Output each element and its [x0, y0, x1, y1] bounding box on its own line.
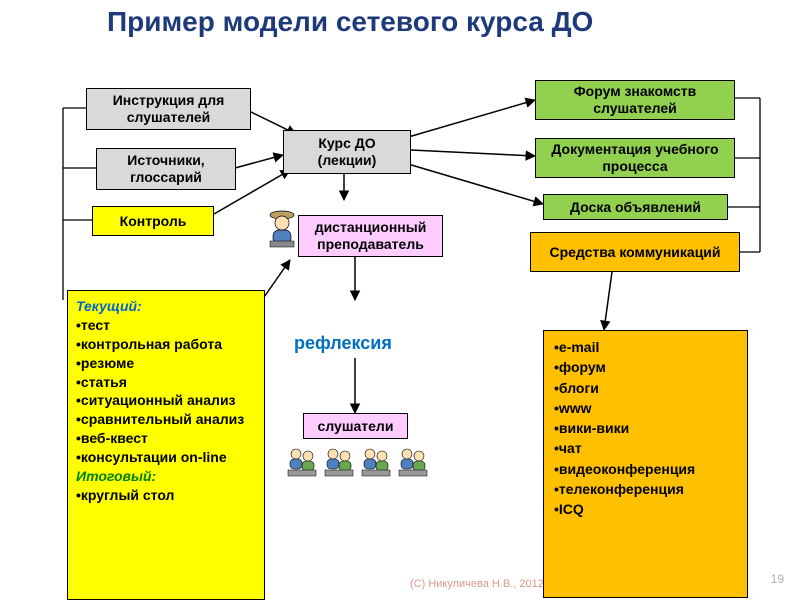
node-forum: Форум знакомств слушателей: [535, 80, 735, 120]
node-instruction: Инструкция для слушателей: [86, 88, 251, 130]
listener-icon: [359, 446, 393, 480]
listener-icon: [396, 446, 430, 480]
page-number: 19: [771, 572, 784, 586]
node-board: Доска объявлений: [543, 194, 728, 220]
reflection-label: рефлексия: [294, 333, 392, 354]
listener-icon: [285, 446, 319, 480]
node-course: Курс ДО (лекции): [283, 130, 411, 174]
node-docs: Документация учебного процесса: [535, 138, 735, 178]
node-teacher: дистанционный преподаватель: [298, 215, 443, 257]
node-communications: Средства коммуникаций: [530, 232, 740, 272]
current-assessment-block: Текущий:•тест•контрольная работа•резюме•…: [67, 290, 265, 600]
copyright: (C) Никуличева Н.В., 2012: [410, 578, 544, 590]
node-sources: Источники, глоссарий: [96, 148, 236, 190]
node-control: Контроль: [92, 206, 214, 236]
listener-icon: [322, 446, 356, 480]
communications-list-block: •e-mail•форум•блоги•www•вики-вики•чат•ви…: [543, 330, 748, 598]
node-listeners: слушатели: [303, 413, 408, 439]
slide-title: Пример модели сетевого курса ДО: [107, 6, 593, 38]
teacher-icon: [264, 205, 300, 249]
